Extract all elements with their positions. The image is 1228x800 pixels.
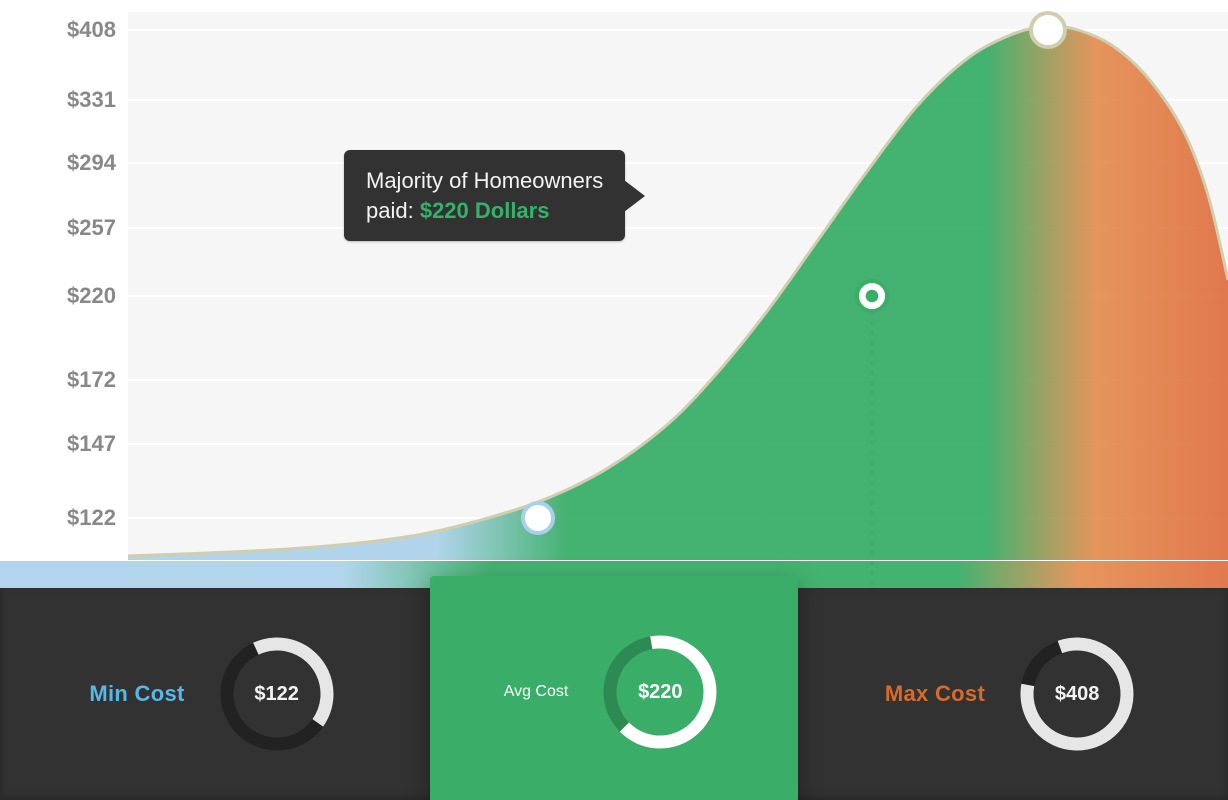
min-cost-value: $122 — [213, 630, 341, 758]
y-axis-tick-label: $220 — [0, 283, 128, 309]
min-cost-donut: $122 — [213, 630, 341, 758]
chart-tooltip: Majority of Homeowners paid: $220 Dollar… — [344, 150, 625, 241]
max-cost-label: Max Cost — [885, 681, 985, 707]
cost-distribution-card: $122 $147 $172 $220 $257 $294 $331 $408 Majorit… — [0, 0, 1228, 800]
tooltip-line-1: Majority of Homeowners — [366, 166, 603, 196]
y-axis-tick-label: $331 — [0, 87, 128, 113]
y-axis-tick-label: $294 — [0, 150, 128, 176]
y-axis-tick-label: $257 — [0, 215, 128, 241]
max-cost-donut: $408 — [1013, 630, 1141, 758]
avg-cost-donut: $220 — [596, 628, 724, 756]
y-axis-tick-label: $147 — [0, 431, 128, 457]
tooltip-accent: $220 Dollars — [420, 198, 550, 223]
y-axis-tick-label: $172 — [0, 367, 128, 393]
y-axis-tick-label: $408 — [0, 17, 128, 43]
summary-footer: Min Cost $122 Avg Cost $220 Max Cost $40… — [0, 588, 1228, 800]
tooltip-prefix: paid: — [366, 198, 420, 223]
chart-area: $122 $147 $172 $220 $257 $294 $331 $408 — [0, 0, 1228, 588]
avg-cost-value: $220 — [596, 628, 724, 756]
tooltip-line-2: paid: $220 Dollars — [366, 196, 603, 226]
min-cost-label: Min Cost — [89, 681, 184, 707]
avg-cost-label: Avg Cost — [504, 683, 569, 701]
tooltip-arrow-icon — [624, 180, 645, 212]
chart-svg — [0, 0, 1228, 588]
y-axis-tick-label: $122 — [0, 505, 128, 531]
max-cost-segment: Max Cost $408 — [798, 588, 1228, 800]
avg-cost-segment: Avg Cost $220 — [430, 576, 798, 800]
max-cost-value: $408 — [1013, 630, 1141, 758]
min-cost-segment: Min Cost $122 — [0, 588, 430, 800]
